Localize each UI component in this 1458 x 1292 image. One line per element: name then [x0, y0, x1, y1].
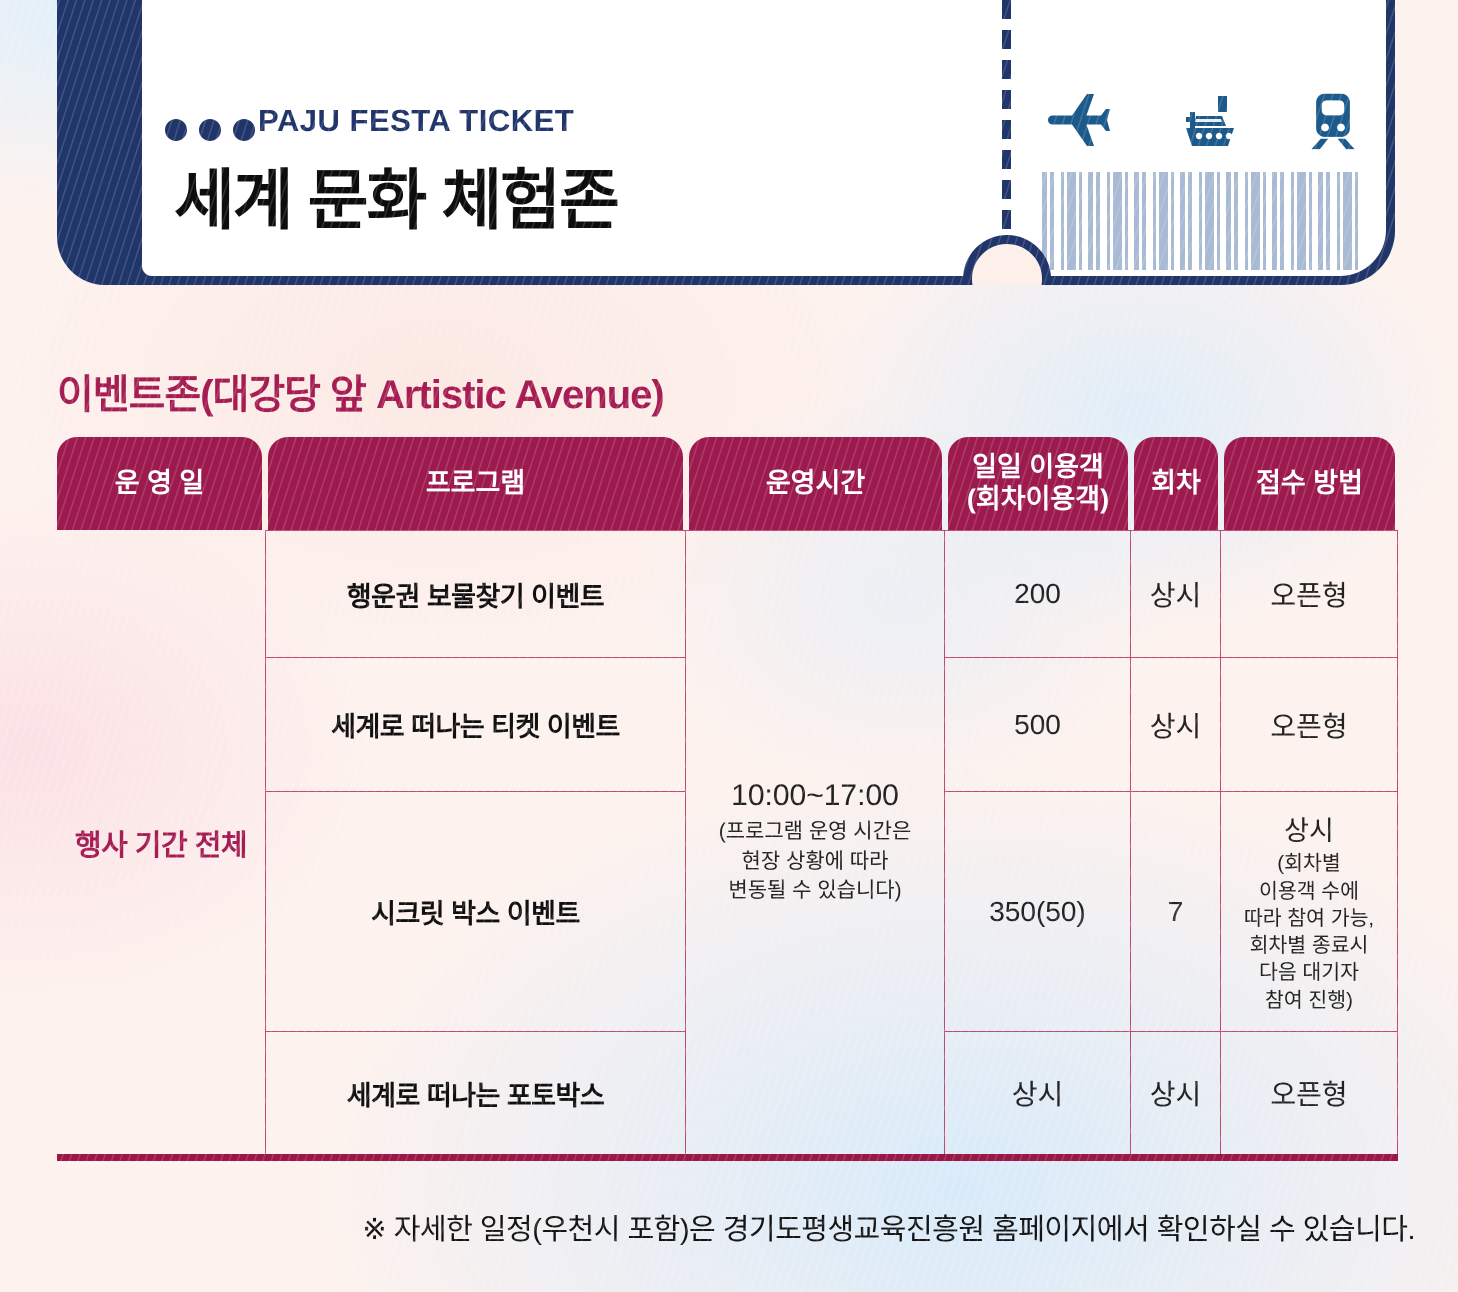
cell-registration-3: 상시 (회차별 이용객 수에 따라 참여 가능, 회차별 종료시 다음 대기자 …	[1221, 792, 1398, 1032]
cell-rounds-1: 상시	[1131, 530, 1221, 658]
cell-registration-4: 오픈형	[1221, 1032, 1398, 1155]
footer-note: ※ 자세한 일정(우천시 포함)은 경기도평생교육진흥원 홈페이지에서 확인하실…	[362, 1214, 1415, 1246]
dot-icon	[165, 119, 187, 141]
program-name: 세계로 떠나는 포토박스	[346, 1080, 605, 1111]
dot-icon	[233, 119, 255, 141]
ship-icon	[1178, 88, 1242, 152]
rounds-value: 상시	[1149, 710, 1202, 742]
program-name: 시크릿 박스 이벤트	[371, 899, 580, 929]
ticket-header: PAJU FESTA TICKET 세계 문화 체험존	[57, 0, 1395, 285]
cell-operating-time: 10:00~17:00 (프로그램 운영 시간은 현장 상황에 따라 변동될 수…	[686, 530, 945, 1155]
daily-visitors-value: 200	[1014, 578, 1061, 609]
cell-registration-1: 오픈형	[1221, 530, 1398, 658]
cell-daily-2: 500	[945, 658, 1131, 792]
program-name: 행운권 보물찾기 이벤트	[346, 581, 605, 612]
daily-visitors-value: 상시	[1011, 1079, 1064, 1110]
operating-time-note: (프로그램 운영 시간은 현장 상황에 따라 변동될 수 있습니다)	[718, 820, 912, 903]
registration-value: 오픈형	[1270, 580, 1348, 611]
cell-rounds-2: 상시	[1131, 658, 1221, 792]
ticket-brand: PAJU FESTA TICKET	[258, 103, 575, 138]
cell-program-2: 세계로 떠나는 티켓 이벤트	[265, 658, 686, 792]
operating-time-value: 10:00~17:00	[731, 779, 899, 813]
cell-daily-4: 상시	[945, 1032, 1131, 1155]
registration-value: 오픈형	[1270, 1079, 1348, 1110]
daily-visitors-value: 350(50)	[989, 895, 1086, 927]
daily-visitors-value: 500	[1014, 708, 1061, 740]
ticket-title: 세계 문화 체험존	[174, 163, 620, 237]
cell-program-3: 시크릿 박스 이벤트	[265, 792, 686, 1032]
cell-operating-day: 행사 기간 전체	[57, 530, 265, 1155]
cell-program-1: 행운권 보물찾기 이벤트	[265, 530, 686, 658]
table-bottom-rule	[57, 1154, 1398, 1161]
col-header-program: 프로그램	[268, 437, 683, 530]
event-table: 운 영 일 프로그램 운영시간 일일 이용객 (회차이용객) 회차 접수 방법 …	[57, 437, 1398, 1155]
cell-rounds-3: 7	[1131, 792, 1221, 1032]
rounds-value: 상시	[1149, 1079, 1202, 1110]
cell-daily-3: 350(50)	[945, 792, 1131, 1032]
registration-value: 상시	[1284, 816, 1334, 847]
registration-value: 오픈형	[1270, 710, 1348, 742]
section-title: 이벤트존(대강당 앞 Artistic Avenue)	[57, 373, 665, 417]
registration-note: (회차별 이용객 수에 따라 참여 가능, 회차별 종료시 다음 대기자 참여 …	[1243, 852, 1375, 1012]
col-header-operating-time: 운영시간	[689, 437, 942, 530]
col-header-daily-visitors: 일일 이용객 (회차이용객)	[948, 437, 1128, 530]
perforation-dashed-line	[1002, 0, 1011, 236]
dot-icon	[199, 119, 221, 141]
operating-day-value: 행사 기간 전체	[74, 829, 248, 862]
col-header-registration: 접수 방법	[1224, 437, 1395, 530]
cell-program-4: 세계로 떠나는 포토박스	[265, 1032, 686, 1155]
program-name: 세계로 떠나는 티켓 이벤트	[331, 712, 620, 742]
cell-daily-1: 200	[945, 530, 1131, 658]
col-header-rounds: 회차	[1134, 437, 1218, 530]
barcode	[1042, 172, 1360, 270]
brand-dots-icon	[165, 119, 255, 141]
rounds-value: 7	[1167, 895, 1184, 927]
col-header-operating-day: 운 영 일	[57, 437, 262, 530]
cell-registration-2: 오픈형	[1221, 658, 1398, 792]
plane-icon	[1043, 88, 1113, 152]
cell-rounds-4: 상시	[1131, 1032, 1221, 1155]
train-icon	[1303, 88, 1363, 152]
rounds-value: 상시	[1149, 580, 1202, 611]
